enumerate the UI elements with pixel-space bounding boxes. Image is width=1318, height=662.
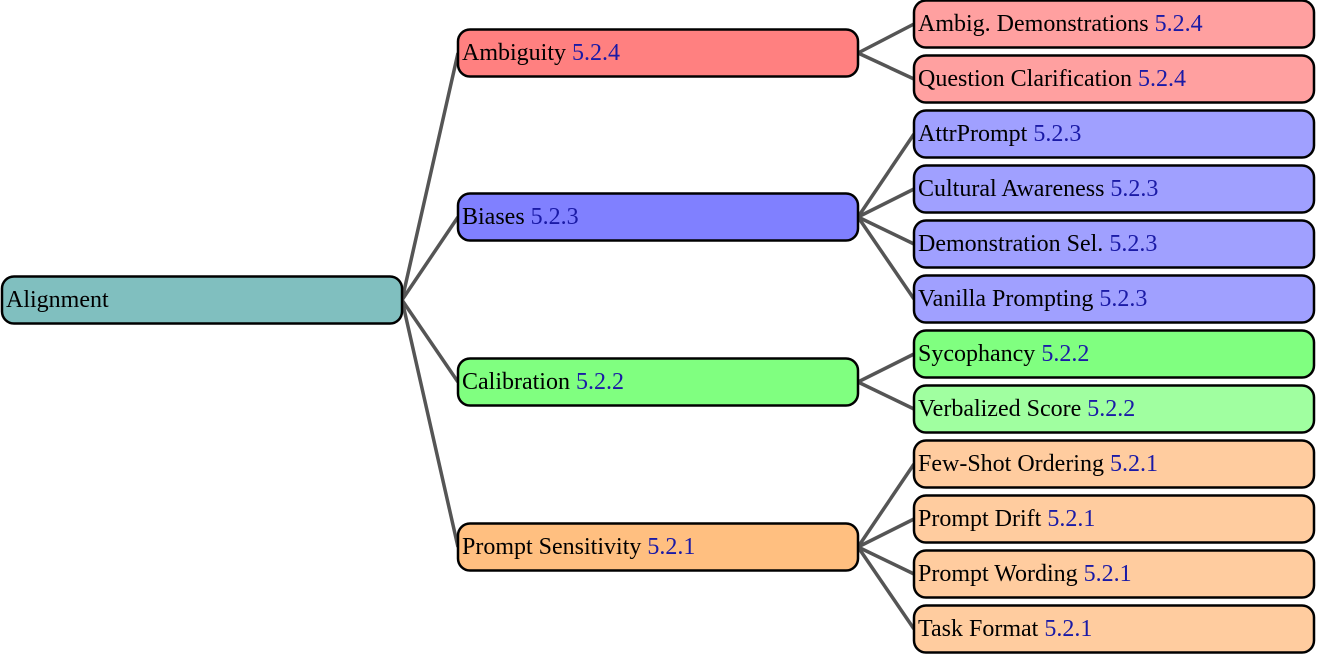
branch-node-box xyxy=(456,357,860,407)
leaf-node-ref: 5.2.3 xyxy=(1033,121,1081,147)
leaf-node-ref: 5.2.2 xyxy=(1041,341,1089,367)
leaf-node-label: AttrPrompt xyxy=(918,121,1028,147)
leaf-node-box xyxy=(912,219,1316,269)
leaf-node-ref: 5.2.1 xyxy=(1084,561,1132,587)
edge xyxy=(400,299,460,548)
branch-node-text: Calibration 5.2.2 xyxy=(462,369,624,395)
edge xyxy=(857,215,915,246)
edge xyxy=(857,51,915,81)
leaf-node-label: Prompt Wording xyxy=(918,561,1078,587)
leaf-node-text: Demonstration Sel. 5.2.3 xyxy=(918,231,1157,257)
edge xyxy=(857,517,915,549)
branch-node-ref: 5.2.4 xyxy=(572,40,620,66)
edge xyxy=(857,380,915,411)
branch-node-ref: 5.2.1 xyxy=(647,534,695,560)
leaf-node-text: Vanilla Prompting 5.2.3 xyxy=(918,286,1147,312)
root-node-text: Alignment xyxy=(6,287,109,313)
leaf-node-text: Sycophancy 5.2.2 xyxy=(918,341,1089,367)
leaf-node-ref: 5.2.3 xyxy=(1109,231,1157,257)
edge xyxy=(856,216,916,300)
leaf-node-text: Cultural Awareness 5.2.3 xyxy=(918,176,1158,202)
branch-node-box xyxy=(456,192,860,242)
leaf-node-ref: 5.2.4 xyxy=(1138,66,1186,92)
branch-node-box xyxy=(456,28,860,78)
leaf-node-text: Prompt Wording 5.2.1 xyxy=(918,561,1132,587)
edge xyxy=(857,352,915,384)
leaf-node-ref: 5.2.3 xyxy=(1110,176,1158,202)
leaf-node-box xyxy=(912,274,1316,324)
branch-node-label: Prompt Sensitivity xyxy=(462,534,641,560)
leaf-node-box xyxy=(912,549,1316,599)
edge xyxy=(857,187,915,219)
edge xyxy=(400,299,460,383)
edge xyxy=(400,52,460,301)
branch-node-ref: 5.2.2 xyxy=(576,369,624,395)
leaf-node-box xyxy=(912,439,1316,489)
edge xyxy=(857,545,915,576)
branch-node-box xyxy=(456,522,860,572)
leaf-node-label: Task Format xyxy=(918,616,1039,642)
leaf-node-label: Ambig. Demonstrations xyxy=(918,11,1149,37)
edge xyxy=(856,133,916,218)
edge xyxy=(857,22,915,55)
leaf-node-text: Ambig. Demonstrations 5.2.4 xyxy=(918,11,1203,37)
leaf-node-label: Verbalized Score xyxy=(918,396,1081,422)
leaf-node-ref: 5.2.2 xyxy=(1087,396,1135,422)
root-node-label: Alignment xyxy=(6,287,109,313)
leaf-node-label: Prompt Drift xyxy=(918,506,1042,532)
leaf-node-box xyxy=(912,0,1316,49)
leaf-node-text: AttrPrompt 5.2.3 xyxy=(918,121,1081,147)
edges xyxy=(400,22,916,630)
leaf-node-label: Vanilla Prompting xyxy=(918,286,1093,312)
leaf-node-text: Prompt Drift 5.2.1 xyxy=(918,506,1095,532)
leaf-node-text: Question Clarification 5.2.4 xyxy=(918,66,1186,92)
leaf-node-box xyxy=(912,494,1316,544)
leaf-node-text: Few-Shot Ordering 5.2.1 xyxy=(918,451,1158,477)
leaf-node-ref: 5.2.3 xyxy=(1099,286,1147,312)
leaf-node-ref: 5.2.1 xyxy=(1044,616,1092,642)
branch-node-text: Prompt Sensitivity 5.2.1 xyxy=(462,534,695,560)
leaf-node-text: Verbalized Score 5.2.2 xyxy=(918,396,1135,422)
branch-node-label: Ambiguity xyxy=(462,40,566,66)
leaf-node-box xyxy=(912,54,1316,104)
leaf-node-label: Cultural Awareness xyxy=(918,176,1104,202)
branch-node-text: Biases 5.2.3 xyxy=(462,204,579,230)
edge xyxy=(856,463,916,548)
leaf-node-label: Question Clarification xyxy=(918,66,1132,92)
leaf-node-ref: 5.2.4 xyxy=(1155,11,1203,37)
branch-node-label: Biases xyxy=(462,204,525,230)
leaf-node-ref: 5.2.1 xyxy=(1110,451,1158,477)
leaf-node-box xyxy=(912,329,1316,379)
leaf-node-ref: 5.2.1 xyxy=(1047,506,1095,532)
root-node-box xyxy=(0,275,404,325)
branch-node-ref: 5.2.3 xyxy=(531,204,579,230)
branch-node-label: Calibration xyxy=(462,369,570,395)
leaf-node-label: Sycophancy xyxy=(918,341,1035,367)
edge xyxy=(856,546,916,630)
leaf-node-text: Task Format 5.2.1 xyxy=(918,616,1092,642)
leaf-node-box xyxy=(912,109,1316,159)
leaf-node-label: Demonstration Sel. xyxy=(918,231,1103,257)
leaf-node-box xyxy=(912,384,1316,434)
leaf-node-box xyxy=(912,164,1316,214)
branch-node-text: Ambiguity 5.2.4 xyxy=(462,40,620,66)
edge xyxy=(400,216,460,301)
leaf-node-label: Few-Shot Ordering xyxy=(918,451,1104,477)
leaf-node-box xyxy=(912,604,1316,654)
